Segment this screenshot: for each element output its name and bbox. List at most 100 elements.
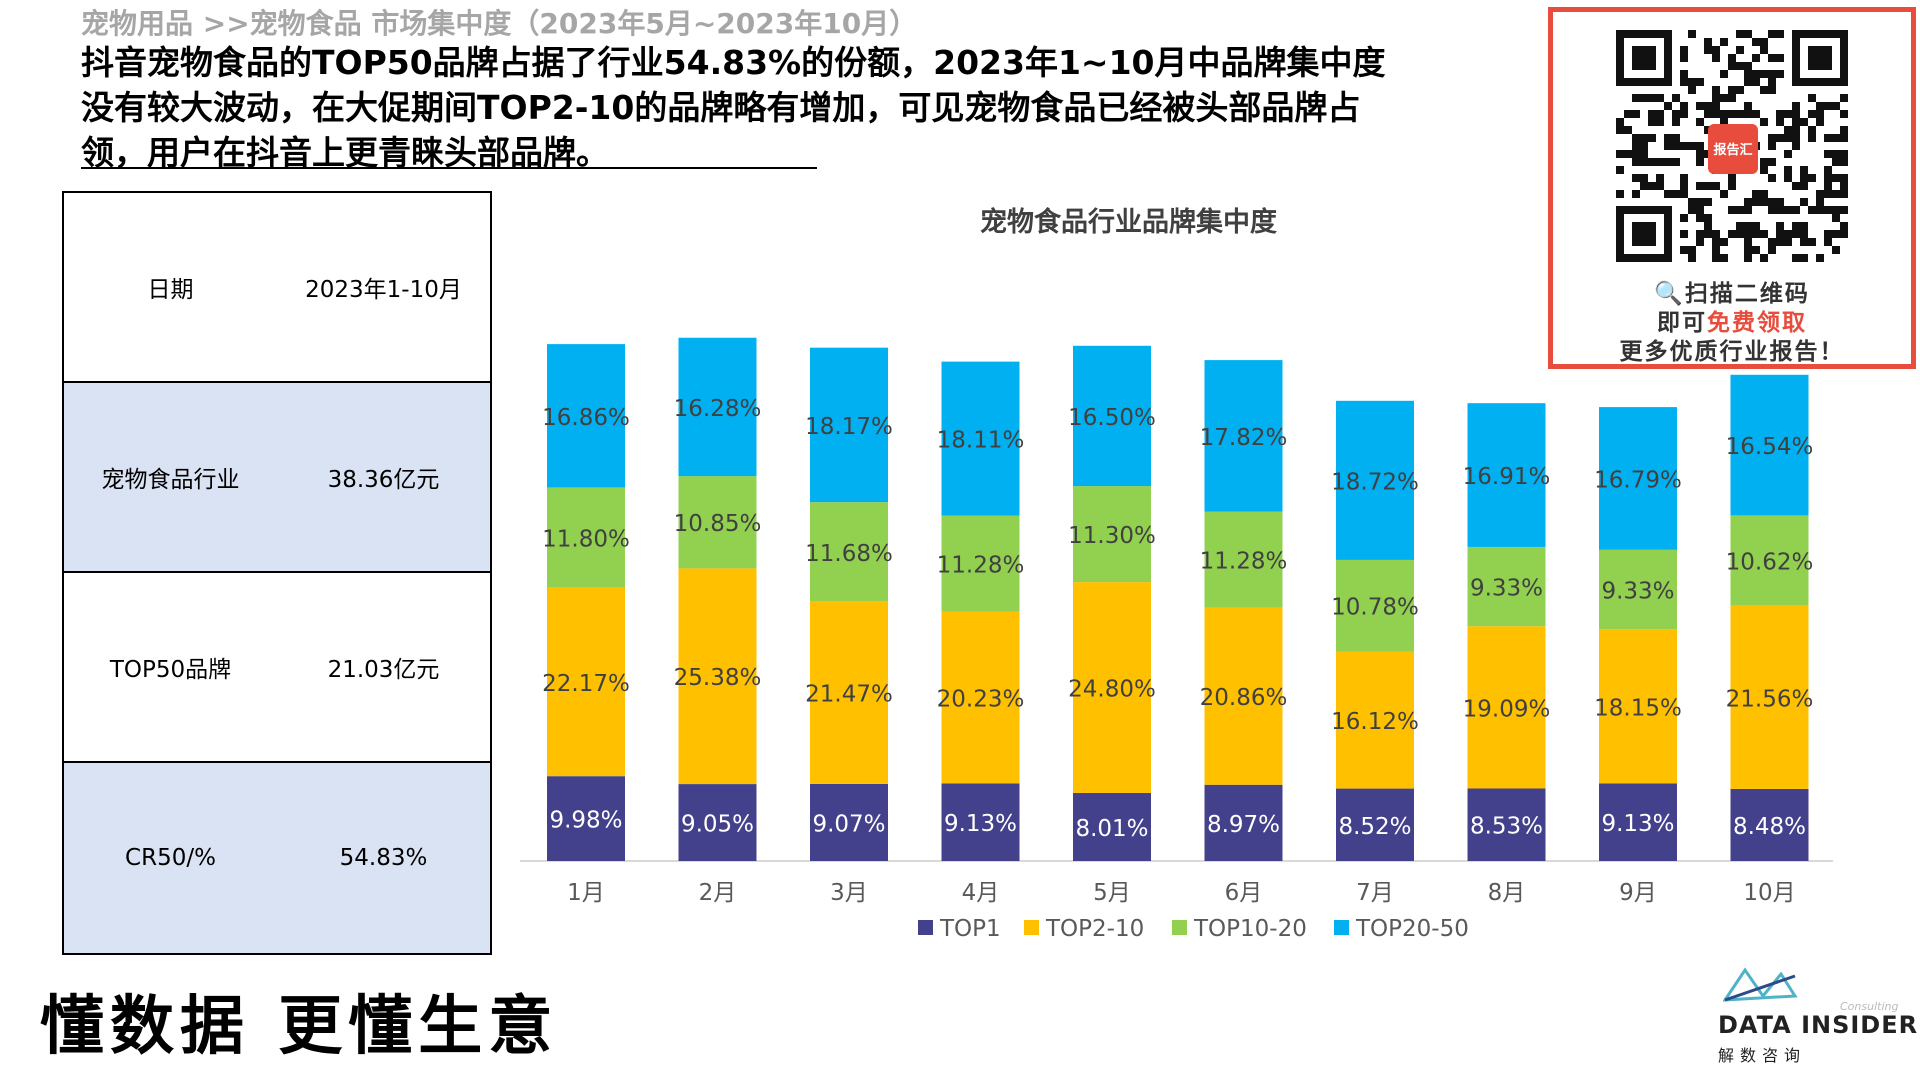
- data-label: 8.01%: [1075, 816, 1148, 842]
- bar-segment: [1336, 651, 1414, 789]
- table-value: 38.36亿元: [327, 467, 440, 493]
- data-label: 18.15%: [1594, 695, 1682, 721]
- x-tick-label: 8月: [1488, 880, 1526, 906]
- logo-mark-icon: [1723, 967, 1798, 1002]
- data-label: 16.91%: [1463, 464, 1551, 490]
- bar-segment: [941, 515, 1020, 612]
- bar-segment: [1730, 605, 1809, 789]
- bar-segment: [678, 568, 757, 785]
- data-label: 10.78%: [1331, 595, 1419, 621]
- table-value: 21.03亿元: [327, 657, 440, 683]
- bar-segment: [1730, 788, 1809, 861]
- bar-segment: [1467, 626, 1546, 789]
- x-tick-label: 9月: [1619, 880, 1657, 906]
- data-label: 21.47%: [805, 682, 893, 708]
- legend-label: TOP20-50: [1355, 916, 1469, 942]
- bar-segment: [678, 476, 757, 569]
- qr-code[interactable]: 报告汇: [1616, 30, 1848, 262]
- bar-segment: [1336, 559, 1414, 652]
- data-label: 18.72%: [1331, 469, 1419, 495]
- headline-underline: [81, 167, 817, 169]
- x-tick-label: 7月: [1356, 880, 1394, 906]
- bar-segment: [1204, 784, 1283, 861]
- stacked-bar-chart: 9.98% 22.17% 11.80% 16.86% 1月 9.05% 25.38% 10.8…: [520, 337, 1833, 942]
- data-label: 9.33%: [1470, 576, 1543, 602]
- data-label: 11.80%: [542, 527, 630, 553]
- x-tick-label: 2月: [699, 880, 737, 906]
- bar-segment: [678, 784, 757, 861]
- table-row: CR50/% 54.83%: [64, 763, 490, 953]
- data-label: 9.98%: [549, 808, 622, 834]
- bar-segment: [810, 601, 888, 784]
- data-label: 11.28%: [1200, 549, 1288, 575]
- bar-segment: [547, 587, 625, 777]
- legend-swatch: [918, 920, 933, 935]
- data-label: 9.05%: [681, 812, 754, 838]
- data-label: 10.62%: [1726, 550, 1814, 576]
- data-label: 16.50%: [1068, 405, 1156, 431]
- data-label: 11.68%: [805, 541, 893, 567]
- headline: 抖音宠物食品的TOP50品牌占据了行业54.83%的份额，2023年1~10月中…: [81, 43, 1386, 172]
- logo-subtitle: 解数咨询: [1718, 1046, 1807, 1065]
- data-label: 16.86%: [542, 405, 630, 431]
- data-label: 17.82%: [1200, 425, 1288, 451]
- bar-segment: [810, 347, 888, 503]
- x-tick-label: 6月: [1225, 880, 1263, 906]
- data-label: 22.17%: [542, 671, 630, 697]
- bar-segment: [1073, 345, 1151, 487]
- bar-segment: [941, 611, 1020, 784]
- data-label: 8.53%: [1470, 814, 1543, 840]
- qr-text-line1: 🔍扫描二维码: [1654, 281, 1810, 307]
- table-label: TOP50品牌: [109, 657, 232, 683]
- data-label: 25.38%: [674, 665, 762, 691]
- bar-segment: [1073, 582, 1151, 793]
- data-label: 9.13%: [1601, 811, 1674, 837]
- bar-segment: [810, 502, 888, 602]
- bar-segment: [1204, 360, 1283, 512]
- x-tick-label: 4月: [962, 880, 1000, 906]
- qr-promo-box: 报告汇 🔍扫描二维码 即可免费领取 更多优质行业报告！: [1548, 7, 1916, 369]
- bar-segment: [1073, 792, 1151, 861]
- qr-badge: [1708, 124, 1758, 174]
- x-tick-label: 5月: [1093, 880, 1131, 906]
- bar-segment: [1467, 546, 1546, 627]
- data-label: 16.79%: [1594, 467, 1682, 493]
- bar-segment: [1073, 486, 1151, 583]
- data-label: 10.85%: [674, 511, 762, 537]
- bar-segment: [1336, 400, 1414, 560]
- table-value: 2023年1-10月: [305, 277, 462, 303]
- logo-consulting: Consulting: [1840, 1000, 1899, 1013]
- bar-segment: [547, 344, 625, 488]
- data-label: 18.17%: [805, 414, 893, 440]
- bar-segment: [1336, 788, 1414, 861]
- bar-segment: [547, 776, 625, 861]
- data-label: 16.12%: [1331, 709, 1419, 735]
- x-tick-label: 3月: [830, 880, 868, 906]
- table-label: 宠物食品行业: [101, 467, 240, 493]
- breadcrumb: 宠物用品 >>宠物食品 市场集中度（2023年5月~2023年10月）: [81, 7, 918, 40]
- bar-segment: [547, 487, 625, 588]
- data-label: 19.09%: [1463, 696, 1551, 722]
- qr-text-line3: 更多优质行业报告！: [1619, 339, 1845, 365]
- table-value: 54.83%: [339, 845, 428, 871]
- data-label: 21.56%: [1726, 686, 1814, 712]
- chart-title: 宠物食品行业品牌集中度: [980, 207, 1277, 238]
- legend-label: TOP10-20: [1193, 916, 1307, 942]
- data-label: 9.07%: [812, 811, 885, 837]
- bar-segment: [941, 783, 1020, 861]
- table-label: 日期: [147, 277, 194, 303]
- bar-segment: [810, 783, 888, 861]
- legend-label: TOP2-10: [1045, 916, 1144, 942]
- bar-segment: [941, 361, 1020, 516]
- bar-segment: [1204, 607, 1283, 785]
- bar-segment: [1730, 515, 1809, 606]
- data-label: 18.11%: [937, 428, 1025, 454]
- slogan: 懂数据 更懂生意: [40, 990, 559, 1064]
- data-label: 11.28%: [937, 553, 1025, 579]
- summary-table: 日期 2023年1-10月 宠物食品行业 38.36亿元 TOP50品牌 21.…: [62, 191, 492, 955]
- bar-segment: [1599, 407, 1677, 550]
- data-label: 9.33%: [1601, 578, 1674, 604]
- bar-segment: [1599, 783, 1677, 861]
- bar-segment: [1599, 549, 1677, 630]
- qr-badge-label: 报告汇: [1713, 142, 1752, 158]
